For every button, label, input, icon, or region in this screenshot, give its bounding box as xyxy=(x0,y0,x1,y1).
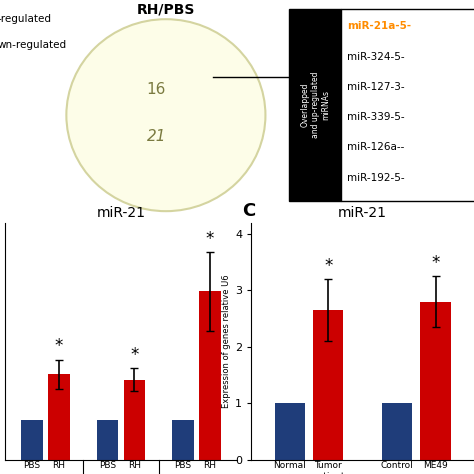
Text: miR-21a-5-: miR-21a-5- xyxy=(347,21,411,31)
Title: miR-21: miR-21 xyxy=(338,206,387,220)
Title: miR-21: miR-21 xyxy=(96,206,146,220)
Y-axis label: Expression of genes relative U6: Expression of genes relative U6 xyxy=(222,274,231,408)
FancyBboxPatch shape xyxy=(341,9,474,201)
Text: Overlapped
and up-regulated
miRNAs: Overlapped and up-regulated miRNAs xyxy=(301,71,330,138)
Bar xyxy=(382,403,412,460)
Ellipse shape xyxy=(66,19,265,211)
Text: miR-339-5-: miR-339-5- xyxy=(347,112,405,122)
Text: 21: 21 xyxy=(146,129,166,144)
Bar xyxy=(48,374,70,460)
Text: C: C xyxy=(242,201,255,219)
Bar xyxy=(21,420,43,460)
Text: RH/PBS: RH/PBS xyxy=(137,2,195,16)
Text: *: * xyxy=(206,229,214,247)
Text: wn-regulated: wn-regulated xyxy=(0,40,67,50)
Text: 16: 16 xyxy=(147,82,166,97)
Text: miR-324-5-: miR-324-5- xyxy=(347,52,405,62)
Bar xyxy=(274,403,305,460)
Text: *: * xyxy=(130,346,138,364)
Text: *: * xyxy=(431,254,440,272)
Text: miR-192-5-: miR-192-5- xyxy=(347,173,405,182)
Bar xyxy=(420,302,451,460)
FancyBboxPatch shape xyxy=(289,9,341,201)
Bar xyxy=(124,380,145,460)
Bar xyxy=(97,420,118,460)
Bar xyxy=(313,310,343,460)
Bar xyxy=(172,420,193,460)
Text: -regulated: -regulated xyxy=(0,14,52,24)
Text: *: * xyxy=(324,257,332,275)
Text: miR-126a--: miR-126a-- xyxy=(347,142,404,152)
Text: miR-127-3-: miR-127-3- xyxy=(347,82,405,92)
Text: *: * xyxy=(55,337,63,356)
Bar xyxy=(199,291,220,460)
